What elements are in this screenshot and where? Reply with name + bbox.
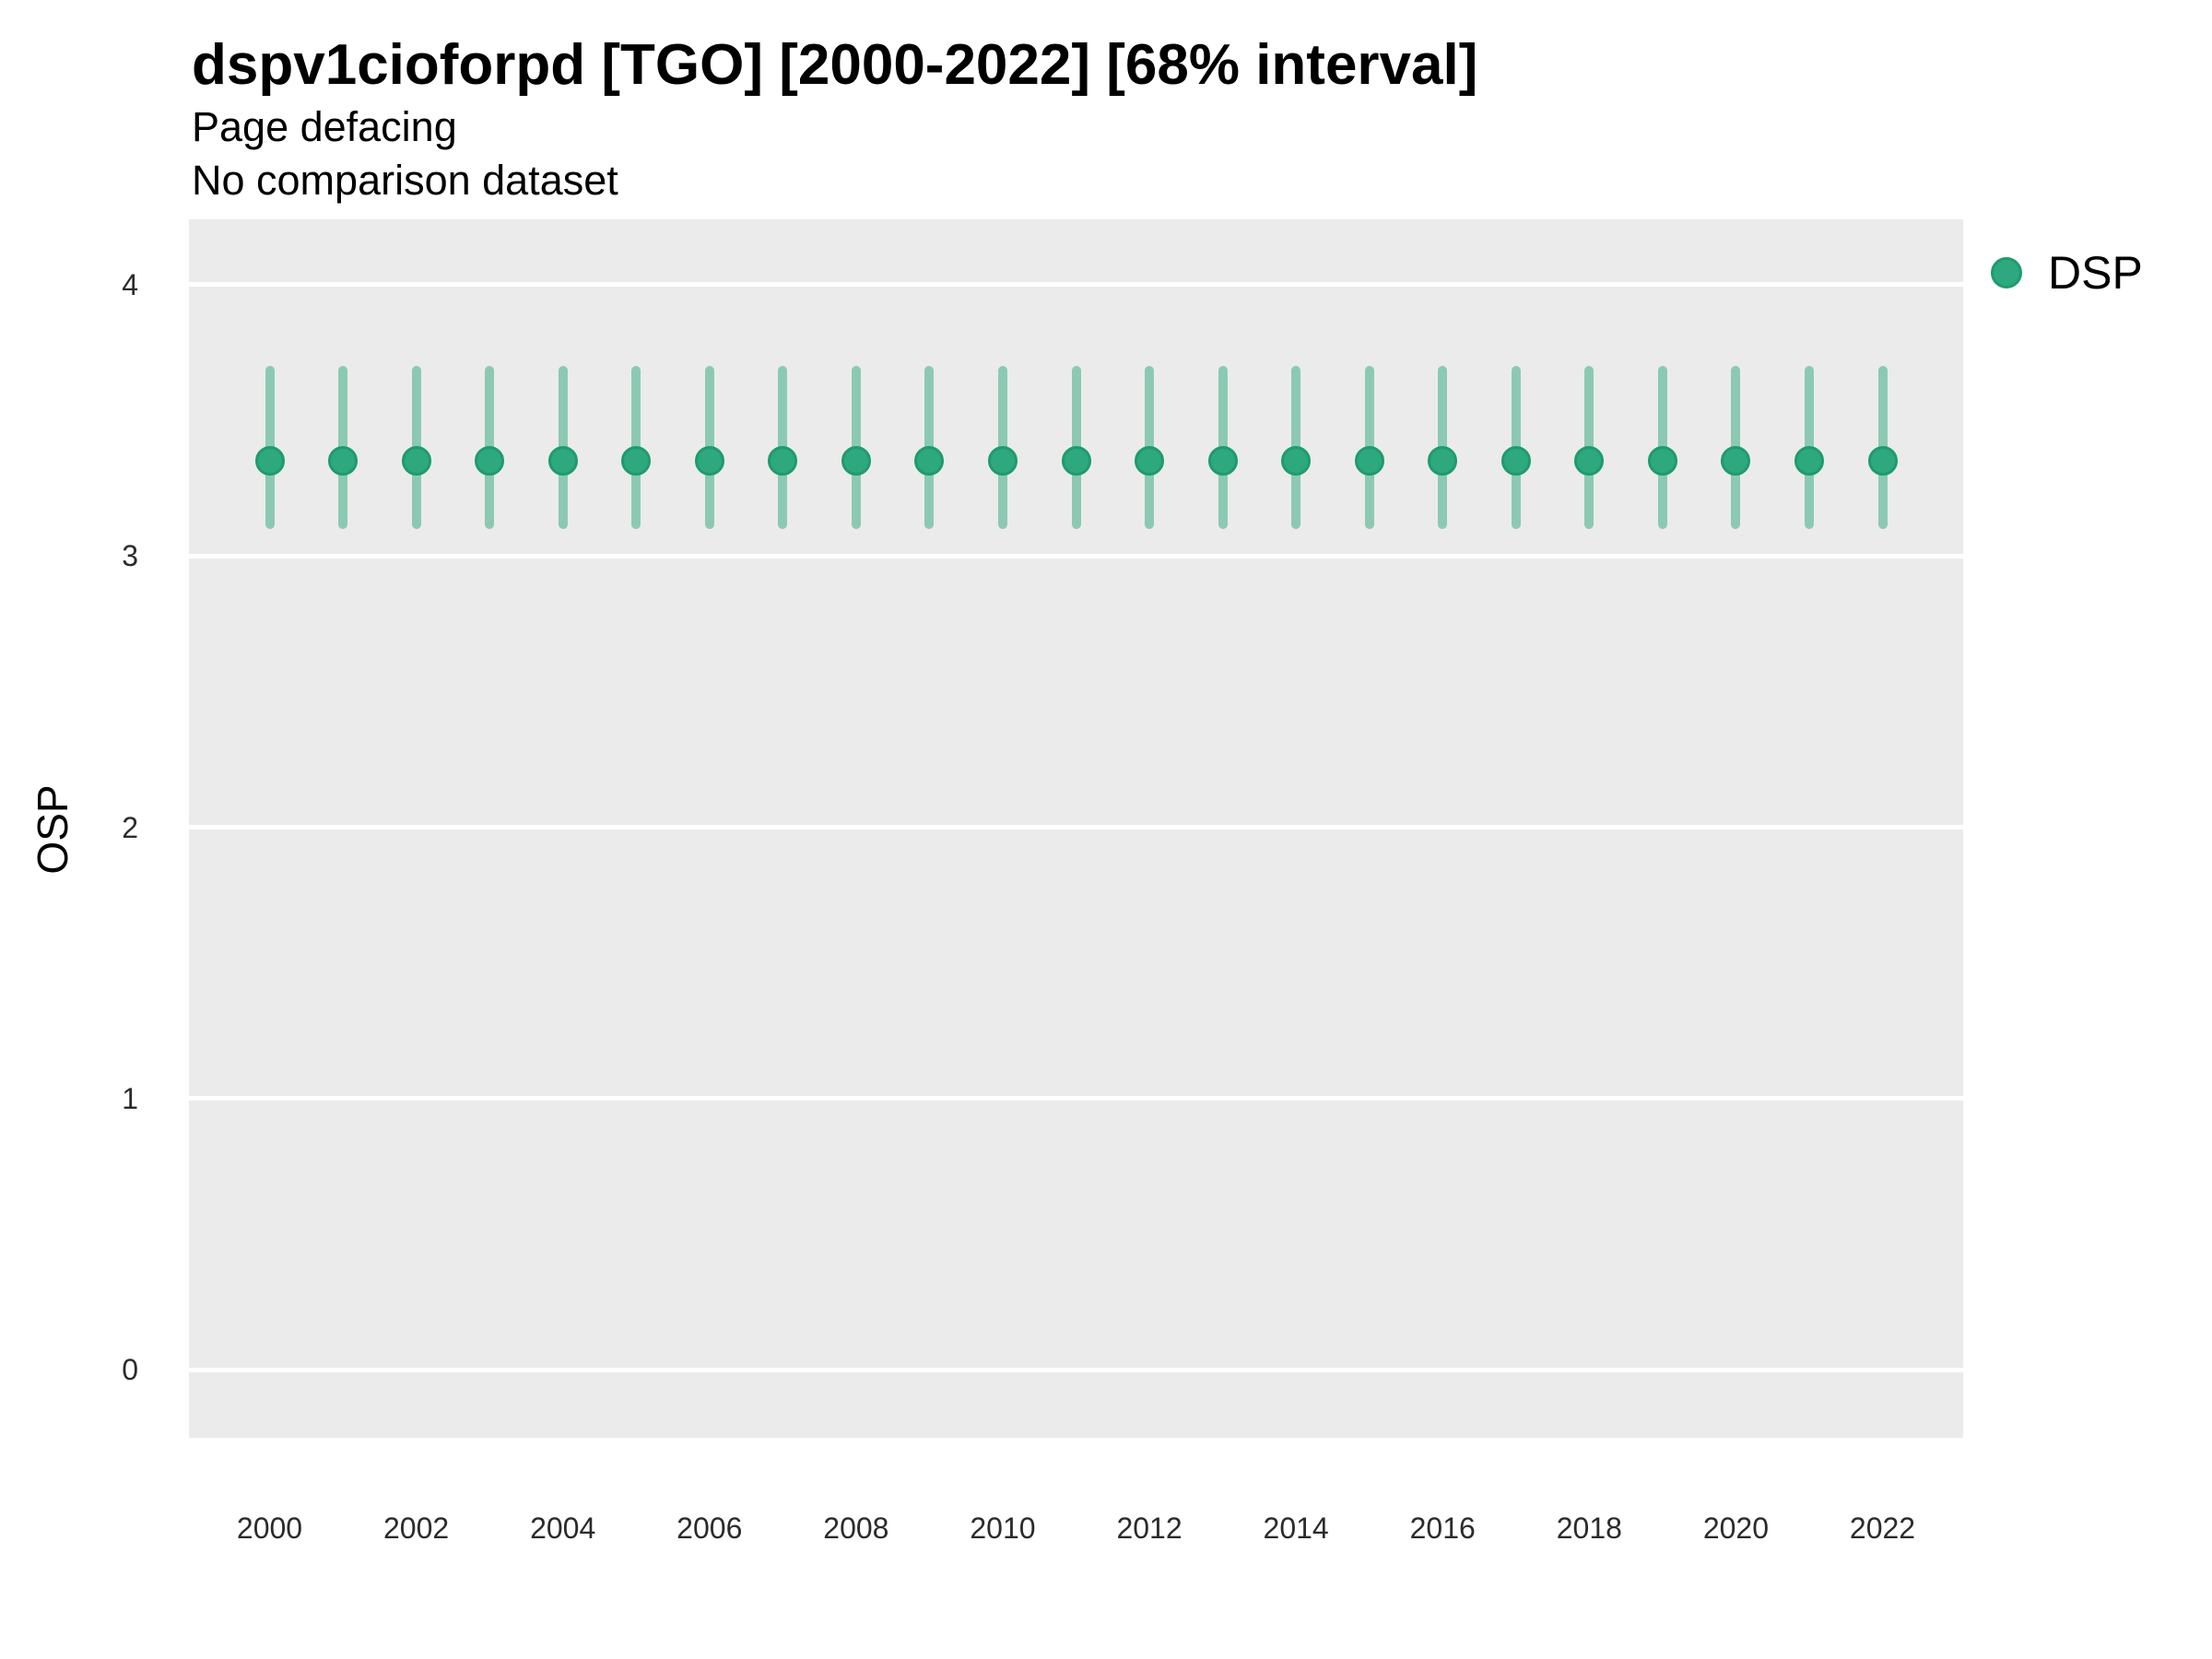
data-point: [1794, 446, 1824, 477]
data-point: [621, 446, 652, 477]
data-point: [1207, 446, 1238, 477]
data-point: [1354, 446, 1384, 477]
data-point: [254, 446, 285, 477]
data-point: [1135, 446, 1165, 477]
data-point: [1428, 446, 1458, 477]
x-tick-label: 2000: [236, 1512, 303, 1545]
data-point: [475, 446, 505, 477]
y-tick-label: 2: [122, 810, 138, 844]
legend-label: DSP: [2048, 247, 2143, 299]
x-tick-label: 2008: [823, 1512, 889, 1545]
data-point: [987, 446, 1018, 477]
gridline-y-4: [189, 282, 1963, 288]
legend: DSP: [1991, 247, 2143, 299]
x-tick-label: 2022: [1849, 1512, 1916, 1545]
y-tick-label: 3: [122, 539, 138, 573]
data-point: [1281, 446, 1312, 477]
data-point: [694, 446, 724, 477]
x-tick-label: 2002: [382, 1512, 450, 1545]
data-point: [1061, 446, 1091, 477]
data-point: [768, 446, 798, 477]
x-tick-label: 2012: [1116, 1512, 1182, 1545]
data-point: [841, 446, 871, 477]
chart-subtitle: Page defacing: [192, 103, 457, 150]
gridline-y-3: [189, 553, 1963, 559]
chart-note: No comparison dataset: [192, 157, 618, 204]
x-tick-label: 2010: [970, 1512, 1036, 1545]
y-tick-label: 4: [122, 267, 138, 301]
data-point: [914, 446, 945, 477]
chart-title: dspv1cioforpd [TGO] [2000-2022] [68% int…: [192, 33, 1478, 97]
data-point: [1500, 446, 1531, 477]
x-tick-label: 2006: [677, 1512, 743, 1545]
x-tick-label: 2020: [1702, 1512, 1769, 1545]
data-point: [1574, 446, 1605, 477]
data-point: [1647, 446, 1677, 477]
legend-swatch-icon: [1991, 257, 2022, 288]
gridline-y-0: [189, 1367, 1963, 1372]
data-point: [1721, 446, 1751, 477]
y-tick-label: 1: [122, 1081, 138, 1115]
data-point: [401, 446, 431, 477]
x-tick-label: 2004: [530, 1512, 596, 1545]
data-point: [328, 446, 359, 477]
data-point: [547, 446, 578, 477]
data-point: [1867, 446, 1898, 477]
x-tick-label: 2014: [1263, 1512, 1329, 1545]
gridline-y-2: [189, 825, 1963, 830]
gridline-y-1: [189, 1096, 1963, 1101]
x-tick-label: 2018: [1556, 1512, 1622, 1545]
x-tick-label: 2016: [1409, 1512, 1476, 1545]
plot-panel: [189, 219, 1963, 1438]
y-tick-label: 0: [122, 1353, 138, 1387]
